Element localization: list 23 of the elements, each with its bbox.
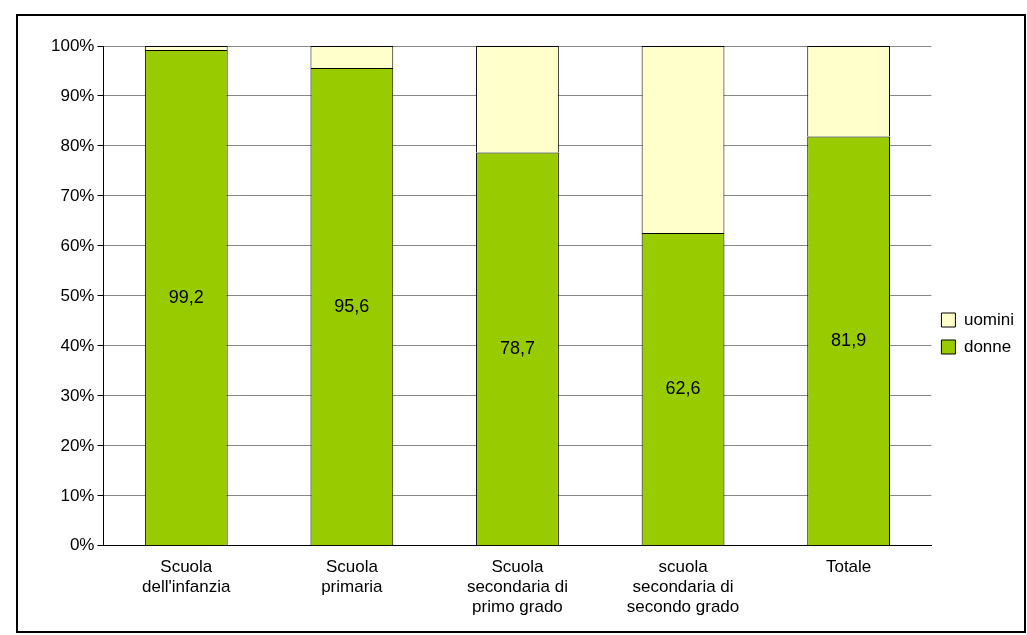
x-tick-label: scuola secondaria di secondo grado bbox=[626, 556, 740, 617]
y-tick-label: 40% bbox=[60, 335, 95, 355]
y-tick-label: 20% bbox=[60, 435, 95, 455]
y-tick-label: 80% bbox=[60, 135, 95, 155]
x-tick-label: Scuola secondaria di primo grado bbox=[466, 556, 569, 617]
data-label: 81,9 bbox=[831, 329, 867, 350]
legend-label: donne bbox=[963, 336, 1012, 356]
x-tick-label: Scuola primaria bbox=[321, 556, 384, 597]
y-tick-label: 90% bbox=[60, 85, 95, 105]
y-tick-label: 60% bbox=[60, 235, 95, 255]
y-tick-label: 50% bbox=[60, 285, 95, 305]
x-tick-label: Totale bbox=[825, 556, 872, 576]
data-label: 95,6 bbox=[334, 295, 370, 316]
x-tick-label: Scuola dell'infanzia bbox=[142, 556, 231, 597]
data-label: 62,6 bbox=[665, 378, 701, 399]
y-tick-label: 70% bbox=[60, 185, 95, 205]
data-label: 78,7 bbox=[499, 337, 535, 358]
y-tick-label: 100% bbox=[51, 35, 95, 55]
data-label: 99,2 bbox=[168, 286, 204, 307]
y-tick-label: 10% bbox=[60, 485, 95, 505]
legend-label: uomini bbox=[963, 309, 1015, 329]
y-tick-label: 0% bbox=[69, 535, 95, 555]
y-tick-label: 30% bbox=[60, 385, 95, 405]
